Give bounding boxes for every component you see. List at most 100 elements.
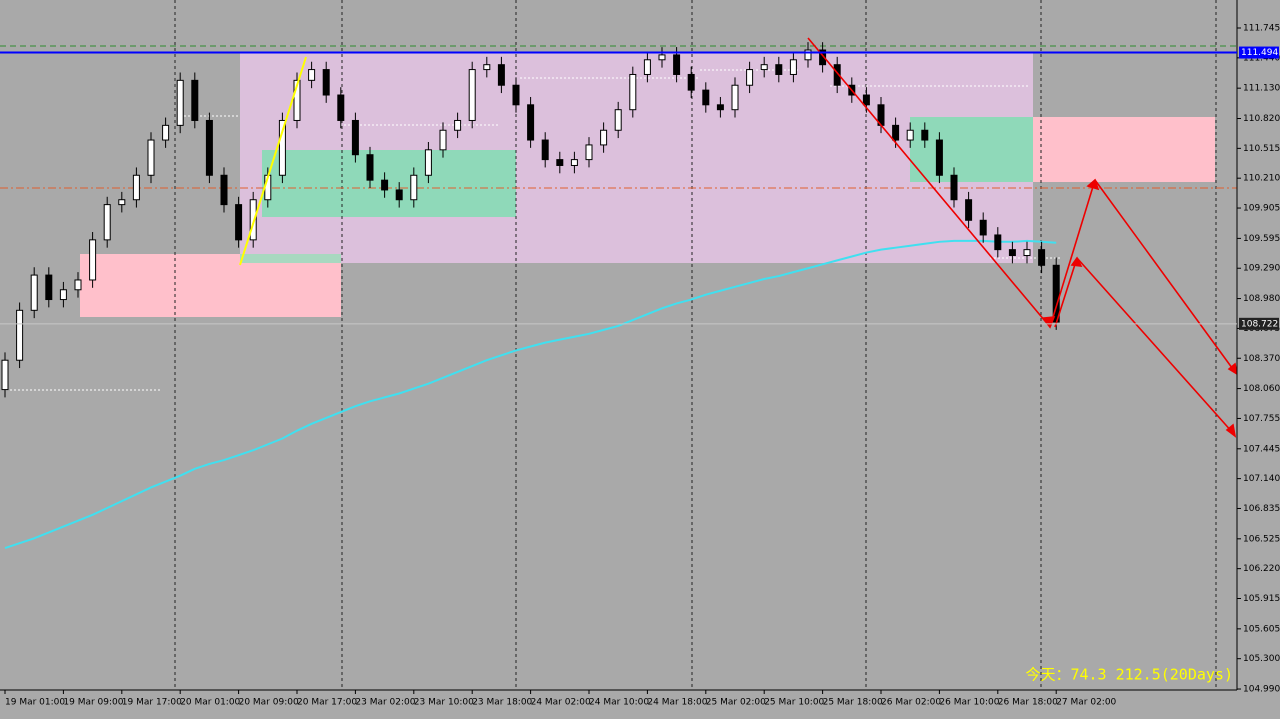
candle-body [278,119,286,176]
x-tick-label: 23 Mar 18:00 [472,698,532,708]
green-zone [910,117,1033,182]
resistance-label: 111.494 [1241,48,1278,58]
plot [1,42,1060,550]
x-tick-label: 20 Mar 17:00 [297,698,357,708]
candle-body [132,174,140,201]
candle-body [351,119,359,156]
candle-body [293,79,301,121]
candle-body [950,174,958,201]
x-tick-label: 24 Mar 18:00 [647,698,707,708]
candle-body [454,119,462,131]
candle-body [395,189,403,201]
y-tick-label: 108.370 [1243,354,1280,364]
demand-zone [80,254,341,317]
candle-body [497,64,505,86]
x-tick-label: 19 Mar 09:00 [63,698,123,708]
y-tick-label: 105.915 [1243,594,1280,604]
candle-body [556,159,564,166]
candle-body [716,104,724,111]
candle-body [585,144,593,161]
candle-body [16,309,24,361]
candle-body [819,49,827,66]
x-tick-label: 25 Mar 18:00 [823,698,883,708]
candle-body [994,234,1002,251]
candle-body [191,79,199,121]
y-tick-label: 107.140 [1243,474,1280,484]
candle-body [643,59,651,75]
candle-body [527,104,535,141]
candle-body [702,89,710,106]
y-tick-label: 111.130 [1243,84,1280,94]
red-projection [807,37,1239,438]
y-tick-label: 107.755 [1243,414,1280,424]
candle-body [89,239,97,281]
candle-body [220,174,228,206]
candle-body [483,64,491,71]
y-tick-label: 110.210 [1243,174,1280,184]
x-tick-label: 23 Mar 10:00 [414,698,474,708]
candle-body [629,73,637,111]
candle-body [45,274,53,301]
y-tick-label: 109.905 [1243,204,1280,214]
candle-body [614,109,622,131]
candle-body [760,64,768,71]
x-tick-label: 26 Mar 18:00 [998,698,1058,708]
candle-body [322,69,330,96]
candle-body [176,79,184,126]
resistance-tag [1239,46,1279,59]
candle-body [833,64,841,86]
candle-body [30,274,38,311]
candle-body [308,69,316,81]
candle-body [439,129,447,151]
x-tick-label: 24 Mar 10:00 [589,698,649,708]
candle-body [381,179,389,191]
x-tick-label: 20 Mar 09:00 [239,698,299,708]
y-tick-label: 108.980 [1243,294,1280,304]
candle-body [906,129,914,141]
x-tick-label: 19 Mar 01:00 [5,698,65,708]
y-tick-label: 109.595 [1243,234,1280,244]
y-tick-label: 105.300 [1243,654,1280,664]
annotation: 今天：74.3 212.5(20Days) [1025,666,1233,684]
candle-body [862,94,870,106]
candle-body [118,199,126,206]
candle-body [366,154,374,181]
candle-body [424,149,432,176]
candle-body [921,129,929,141]
y-tick-label: 104.990 [1243,685,1280,695]
y-tick-label: 108.060 [1243,384,1280,394]
candle-body [103,204,111,241]
y-tick-label: 106.525 [1243,534,1280,544]
yellow-trend [239,56,307,266]
candle-body [789,59,797,75]
x-tick-label: 20 Mar 01:00 [180,698,240,708]
price-axis [1237,0,1280,715]
last-price-label: 108.722 [1241,319,1278,329]
candle-body [74,279,82,291]
green-zone [262,150,516,217]
candle-body [673,54,681,75]
candle-body [162,124,170,141]
candle-body [570,159,578,166]
candle-body [235,204,243,241]
candle-body [687,73,695,91]
candle-body [1038,249,1046,266]
y-tick-label: 110.820 [1243,114,1280,124]
x-tick-label: 26 Mar 02:00 [881,698,941,708]
candle-body [892,124,900,141]
candle-body [468,69,476,121]
candle-body [1,359,9,391]
x-tick-label: 26 Mar 10:00 [939,698,999,708]
candle-body [337,94,345,121]
candle-body [1008,249,1016,257]
y-tick-label: 111.745 [1243,23,1280,33]
candle-body [775,64,783,75]
x-tick-label: 25 Mar 10:00 [764,698,824,708]
y-tick-label: 107.445 [1243,444,1280,454]
y-tick-label: 110.515 [1243,144,1280,154]
candle-body [965,199,973,221]
overlap-zone [240,254,341,263]
candle-body [600,129,608,146]
